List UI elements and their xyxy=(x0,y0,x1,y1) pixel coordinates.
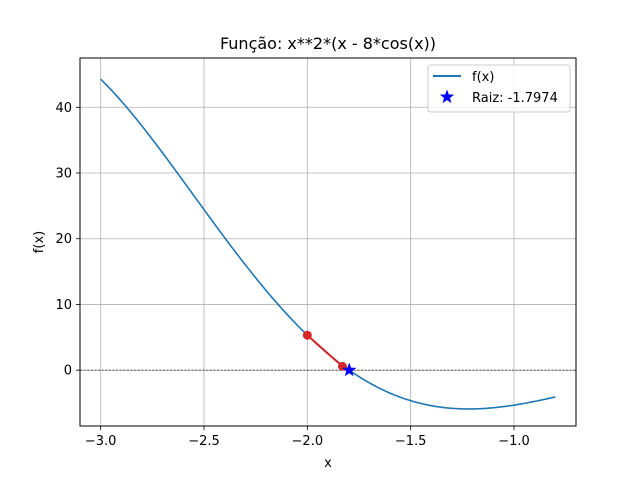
x-axis-label: x xyxy=(324,456,332,471)
x-tick-label: −3.0 xyxy=(85,434,117,449)
legend-label-root: Raiz: -1.7974 xyxy=(472,91,558,106)
x-tick-label: −2.0 xyxy=(292,434,324,449)
y-axis: 0 10 20 30 40 xyxy=(55,101,80,379)
x-tick-label: −1.5 xyxy=(395,434,427,449)
x-tick-label: −2.5 xyxy=(188,434,220,449)
iteration-point xyxy=(302,330,312,340)
legend-star-icon xyxy=(439,89,455,104)
chart-title: Função: x**2*(x - 8*cos(x)) xyxy=(220,34,436,53)
y-axis-label: f(x) xyxy=(32,231,47,253)
axes-frame xyxy=(79,57,577,427)
y-tick-label: 30 xyxy=(55,167,72,182)
legend-box xyxy=(427,64,571,113)
iteration-path xyxy=(306,334,344,368)
x-tick-label: −1.0 xyxy=(498,434,530,449)
x-axis: −3.0 −2.5 −2.0 −1.5 −1.0 xyxy=(85,426,530,449)
root-marker xyxy=(342,362,357,377)
y-tick-label: 20 xyxy=(55,232,72,247)
legend: f(x) Raiz: -1.7974 xyxy=(427,64,571,113)
plot-area xyxy=(100,78,556,410)
y-tick-label: 0 xyxy=(64,364,72,379)
y-tick-label: 40 xyxy=(55,101,72,116)
legend-label-curve: f(x) xyxy=(472,70,494,85)
y-tick-label: 10 xyxy=(55,298,72,313)
